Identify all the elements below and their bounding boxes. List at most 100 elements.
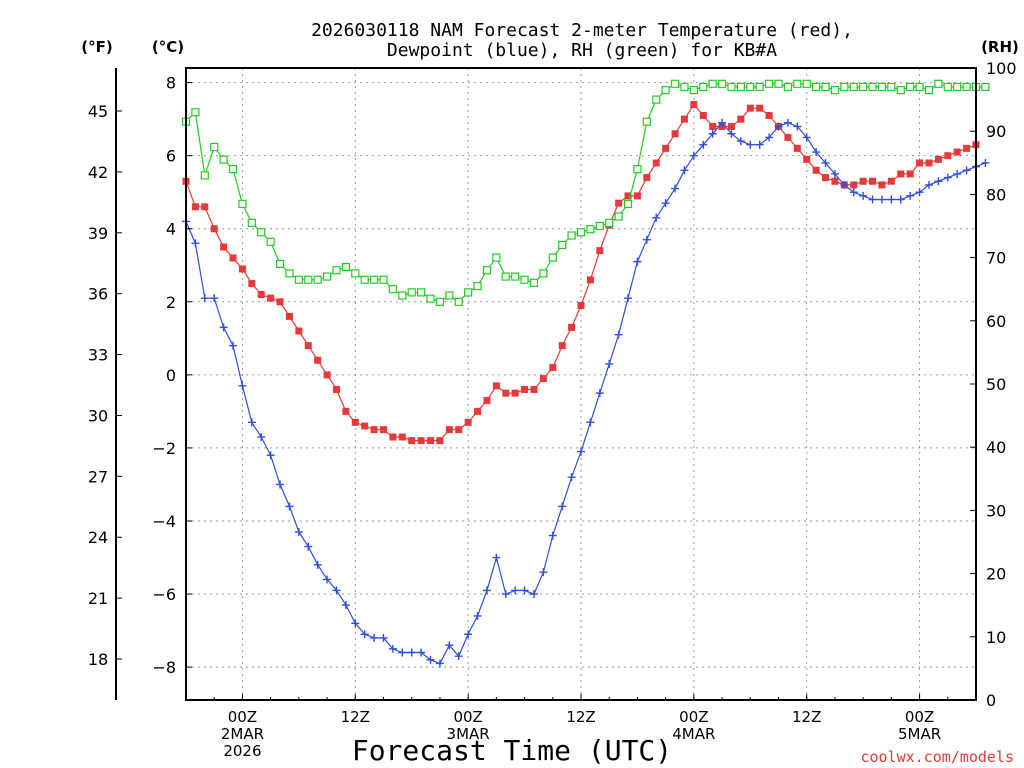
rh-point: [755, 82, 764, 92]
dewpoint-point: [718, 118, 727, 127]
time-tick-label: 5MAR: [898, 725, 941, 743]
dewpoint-point: [257, 432, 266, 441]
dewpoint-point: [783, 118, 792, 127]
grid-layer: [186, 68, 976, 700]
dewpoint-point: [840, 180, 849, 189]
2-meter-temperature-point: [257, 290, 265, 298]
dewpoint-point: [219, 323, 228, 332]
2-meter-temperature-point: [784, 133, 792, 141]
2-meter-temperature-point: [934, 155, 942, 163]
rh-point: [548, 253, 557, 262]
rh-point: [953, 82, 962, 92]
rh-point: [285, 269, 294, 278]
rh-point: [210, 142, 219, 152]
rh-point: [313, 275, 322, 284]
rh-point: [943, 82, 952, 92]
rh-point: [821, 82, 830, 92]
rh-series: [181, 79, 990, 306]
2-meter-temperature-point: [483, 396, 491, 404]
2-meter-temperature-point: [963, 144, 971, 152]
2-meter-temperature-point: [671, 130, 679, 138]
dewpoint-point: [943, 173, 952, 182]
dewpoint-point: [821, 158, 830, 167]
celsius-tick-label: −6: [152, 585, 176, 604]
2-meter-temperature-point: [944, 152, 952, 160]
2-meter-temperature-point: [521, 385, 529, 393]
rh-point: [633, 165, 642, 174]
dewpoint-point: [520, 586, 529, 595]
rh-point: [699, 82, 708, 92]
series-layer: [181, 79, 990, 668]
rh-tick-label: 70: [986, 249, 1006, 268]
dewpoint-point: [727, 129, 736, 138]
2-meter-temperature-point: [615, 199, 623, 207]
dewpoint-point: [304, 542, 313, 551]
rh-point: [558, 240, 567, 250]
dewpoint-point: [924, 180, 933, 189]
fahrenheit-tick-label: 27: [88, 467, 108, 486]
rh-point: [924, 86, 934, 95]
rh-tick-label: 90: [986, 122, 1006, 141]
rh-point: [614, 212, 623, 221]
2-meter-temperature-point: [859, 177, 867, 185]
time-tick-label: 3MAR: [447, 725, 490, 743]
dewpoint-point: [548, 531, 557, 540]
dewpoint-point: [868, 195, 877, 204]
dewpoint-point: [435, 659, 444, 668]
2-meter-temperature-point: [756, 104, 764, 112]
rh-point: [445, 291, 454, 300]
rh-line: [185, 83, 986, 303]
2-meter-temperature-point: [408, 437, 416, 445]
dewpoint-series: [182, 118, 990, 668]
dewpoint-point: [859, 191, 868, 200]
label-layer: 2026030118 NAM Forecast 2-meter Temperat…: [81, 20, 1019, 767]
fahrenheit-unit-label: (°F): [81, 38, 112, 56]
dewpoint-point: [614, 330, 623, 339]
rh-point: [586, 225, 595, 234]
rh-tick-label: 10: [986, 628, 1006, 647]
rh-point: [351, 269, 360, 278]
2-meter-temperature-point: [850, 181, 858, 189]
rh-unit-label: (RH): [981, 38, 1019, 56]
rh-tick-label: 100: [986, 59, 1017, 78]
2-meter-temperature-point: [643, 174, 651, 182]
dewpoint-point: [294, 527, 303, 536]
2-meter-temperature-point: [662, 144, 670, 152]
2-meter-temperature-point: [699, 111, 707, 119]
rh-point: [793, 79, 802, 88]
rh-point: [812, 82, 821, 92]
2-meter-temperature-point: [332, 385, 340, 393]
rh-point: [417, 288, 426, 297]
chart-title-line-2: Dewpoint (blue), RH (green) for KB#A: [387, 40, 777, 61]
fahrenheit-tick-label: 33: [88, 346, 108, 365]
2-meter-temperature-point: [549, 364, 557, 372]
dewpoint-point: [445, 641, 454, 650]
2-meter-temperature-point: [361, 422, 369, 430]
rh-point: [859, 82, 868, 92]
rh-point: [520, 275, 529, 284]
2-meter-temperature-point: [389, 433, 397, 441]
dewpoint-point: [407, 648, 416, 657]
2-meter-temperature-point: [869, 177, 877, 185]
2-meter-temperature-point: [737, 115, 745, 123]
2-meter-temperature-point: [906, 170, 914, 178]
rh-point: [670, 79, 680, 88]
dewpoint-point: [746, 140, 755, 149]
2-meter-temperature-point: [831, 177, 839, 185]
rh-point: [322, 272, 332, 281]
dewpoint-point: [473, 611, 482, 620]
2-meter-temperature-point: [897, 170, 905, 178]
dewpoint-point: [812, 148, 821, 157]
rh-point: [906, 82, 915, 92]
2-meter-temperature-point: [427, 437, 435, 445]
2-meter-temperature-point: [276, 298, 284, 306]
2-meter-temperature-point: [295, 327, 303, 335]
dewpoint-point: [426, 655, 435, 664]
2-meter-temperature-point: [436, 437, 444, 445]
2-meter-temperature-point: [953, 148, 961, 156]
celsius-tick-label: 2: [166, 293, 176, 312]
rh-point: [529, 278, 539, 287]
rh-point: [981, 82, 990, 92]
rh-point: [708, 79, 717, 88]
